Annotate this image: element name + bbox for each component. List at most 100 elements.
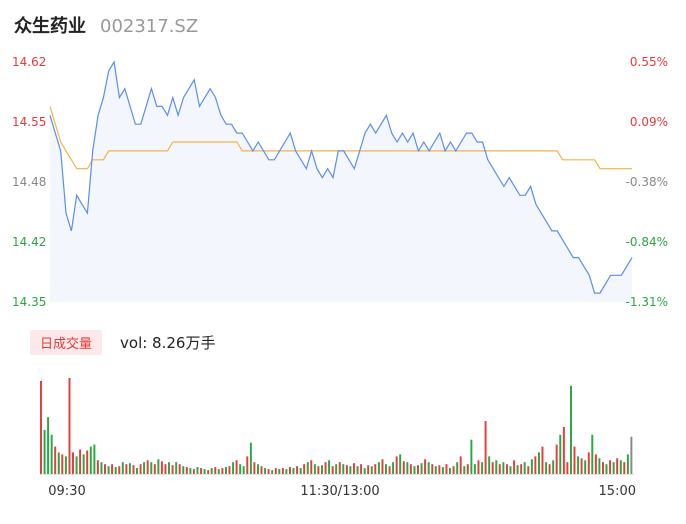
volume-bar bbox=[360, 464, 363, 474]
volume-bar bbox=[534, 456, 537, 474]
volume-bar bbox=[310, 460, 313, 474]
volume-bar bbox=[459, 456, 462, 474]
price-tick-label: 14.62 bbox=[12, 55, 46, 69]
pct-tick-label: -0.84% bbox=[626, 235, 668, 249]
volume-bar bbox=[445, 464, 448, 474]
volume-bar bbox=[342, 464, 345, 474]
volume-bar bbox=[292, 468, 295, 474]
volume-bar bbox=[271, 470, 274, 474]
volume-bar bbox=[303, 464, 306, 474]
volume-bar bbox=[374, 464, 377, 474]
volume-bar bbox=[353, 463, 355, 474]
volume-bar bbox=[377, 462, 380, 474]
volume-bar bbox=[345, 465, 348, 474]
volume-bar bbox=[406, 462, 409, 474]
volume-bar bbox=[513, 460, 516, 474]
volume-bar bbox=[196, 467, 199, 474]
volume-bar bbox=[612, 462, 615, 474]
volume-bar bbox=[473, 464, 476, 474]
volume-bar bbox=[86, 450, 89, 474]
volume-bar bbox=[239, 464, 242, 474]
volume-bar bbox=[409, 464, 412, 474]
volume-bar bbox=[570, 385, 572, 474]
volume-bar bbox=[50, 434, 53, 474]
stock-name: 众生药业 bbox=[14, 16, 86, 37]
volume-bar bbox=[146, 460, 149, 474]
volume-bar bbox=[210, 468, 213, 474]
volume-bar bbox=[182, 466, 185, 474]
volume-bar bbox=[192, 469, 195, 474]
volume-bar bbox=[281, 468, 284, 474]
volume-bar bbox=[168, 462, 170, 474]
volume-bar bbox=[93, 444, 96, 474]
volume-bar bbox=[153, 464, 156, 474]
volume-bar bbox=[424, 459, 427, 474]
volume-bar bbox=[598, 458, 601, 474]
volume-bar bbox=[107, 466, 110, 474]
volume-bar bbox=[616, 458, 619, 474]
volume-bar bbox=[228, 466, 231, 474]
volume-bar bbox=[491, 462, 494, 474]
pct-tick-label: 0.09% bbox=[630, 115, 668, 129]
volume-bar bbox=[481, 462, 484, 474]
time-tick-label: 15:00 bbox=[599, 484, 636, 499]
pct-tick-label: -0.38% bbox=[626, 175, 668, 189]
volume-bar bbox=[278, 469, 281, 474]
volume-bar bbox=[139, 464, 142, 474]
volume-bar bbox=[605, 464, 608, 474]
pct-tick-label: -1.31% bbox=[626, 295, 668, 309]
volume-bar bbox=[289, 467, 291, 474]
volume-bar bbox=[72, 452, 74, 474]
volume-bar bbox=[395, 456, 398, 474]
volume-bar bbox=[89, 446, 92, 474]
volume-bar bbox=[185, 467, 188, 474]
volume-bar bbox=[64, 456, 67, 474]
volume-bar bbox=[449, 468, 451, 474]
volume-bar bbox=[100, 462, 103, 474]
volume-bar bbox=[313, 464, 316, 474]
time-tick-label: 09:30 bbox=[48, 484, 85, 499]
volume-bar bbox=[338, 462, 341, 474]
volume-bar bbox=[75, 456, 78, 474]
volume-bar bbox=[438, 465, 441, 474]
volume-bar bbox=[257, 464, 259, 474]
volume-bar bbox=[602, 462, 604, 474]
volume-bar bbox=[306, 462, 309, 474]
volume-bar bbox=[370, 466, 373, 474]
volume-bar bbox=[274, 468, 277, 474]
volume-bar bbox=[253, 462, 256, 474]
volume-bar bbox=[260, 466, 263, 474]
volume-bar bbox=[189, 468, 192, 474]
volume-bar bbox=[392, 462, 395, 474]
price-tick-label: 14.35 bbox=[12, 295, 46, 309]
volume-bar bbox=[217, 469, 220, 474]
volume-bar bbox=[178, 464, 181, 474]
volume-bar bbox=[104, 464, 106, 474]
daily-volume-tab[interactable]: 日成交量 bbox=[30, 330, 103, 355]
volume-bar bbox=[367, 465, 370, 474]
volume-bar bbox=[299, 468, 302, 474]
volume-bar bbox=[321, 465, 323, 474]
volume-bar bbox=[538, 452, 540, 474]
volume-bar bbox=[136, 468, 138, 474]
volume-bar bbox=[580, 458, 583, 474]
volume-bar bbox=[516, 465, 519, 474]
volume-bar bbox=[477, 460, 480, 474]
volume-bar bbox=[68, 378, 71, 474]
price-tick-label: 14.48 bbox=[12, 175, 46, 189]
volume-bar bbox=[623, 462, 626, 474]
volume-readout: vol: 8.26万手 bbox=[120, 334, 216, 352]
volume-bar bbox=[267, 469, 270, 474]
volume-bar bbox=[584, 460, 587, 474]
volume-bar bbox=[385, 464, 387, 474]
volume-bar bbox=[264, 468, 267, 474]
volume-bar bbox=[456, 462, 459, 474]
volume-bar bbox=[232, 462, 235, 474]
volume-bar bbox=[420, 463, 423, 474]
volume-info-row: 日成交量 vol: 8.26万手 bbox=[30, 330, 215, 355]
volume-bar bbox=[541, 446, 544, 474]
volume-bar bbox=[498, 464, 501, 474]
volume-bar bbox=[402, 461, 405, 474]
stock-header: 众生药业 002317.SZ bbox=[14, 12, 198, 40]
